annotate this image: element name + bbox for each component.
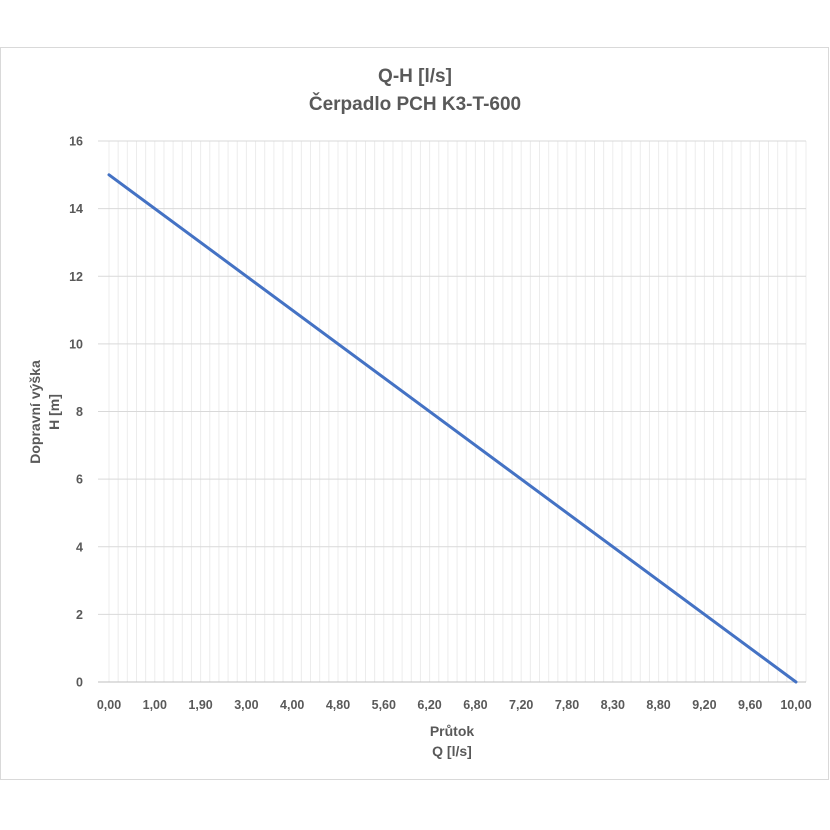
y-axis-title-line-1: Dopravní výška [27, 360, 43, 464]
chart-title-line-2: Čerpadlo PCH K3-T-600 [309, 93, 521, 115]
x-tick-label: 7,80 [555, 698, 579, 712]
x-tick-label: 10,00 [780, 698, 811, 712]
series-line [107, 173, 798, 684]
y-tick-label: 14 [69, 202, 83, 216]
y-tick-label: 2 [76, 608, 83, 622]
y-tick-label: 4 [76, 540, 83, 554]
x-tick-label: 4,00 [280, 698, 304, 712]
x-tick-label: 6,20 [417, 698, 441, 712]
y-tick-label: 8 [76, 405, 83, 419]
x-tick-label: 8,30 [601, 698, 625, 712]
x-tick-label: 9,20 [692, 698, 716, 712]
y-axis-title-line-2: H [m] [46, 394, 62, 430]
x-axis-title-line-1: Průtok [430, 723, 475, 739]
chart-area [0, 47, 829, 780]
x-tick-label: 5,60 [372, 698, 396, 712]
x-tick-label: 9,60 [738, 698, 762, 712]
x-tick-label: 4,80 [326, 698, 350, 712]
y-tick-label: 12 [69, 270, 83, 284]
y-tick-label: 16 [69, 135, 83, 149]
x-axis-title-line-2: Q [l/s] [432, 743, 472, 759]
x-tick-label: 7,20 [509, 698, 533, 712]
x-tick-label: 3,00 [234, 698, 258, 712]
y-tick-label: 10 [69, 337, 83, 351]
x-tick-label: 1,90 [188, 698, 212, 712]
y-tick-label: 0 [76, 676, 83, 690]
x-tick-label: 8,80 [646, 698, 670, 712]
tick-labels: 0 2 4 6 8 10 12 14 16 0,00 1,00 1,90 3,00 4,00 4,80 5,6… [69, 135, 812, 713]
x-tick-label: 0,00 [97, 698, 121, 712]
x-tick-label: 6,80 [463, 698, 487, 712]
y-tick-label: 6 [76, 473, 83, 487]
x-tick-label: 1,00 [143, 698, 167, 712]
chart-title-line-1: Q-H [l/s] [378, 66, 452, 87]
gridlines [98, 140, 807, 682]
series [107, 173, 798, 684]
